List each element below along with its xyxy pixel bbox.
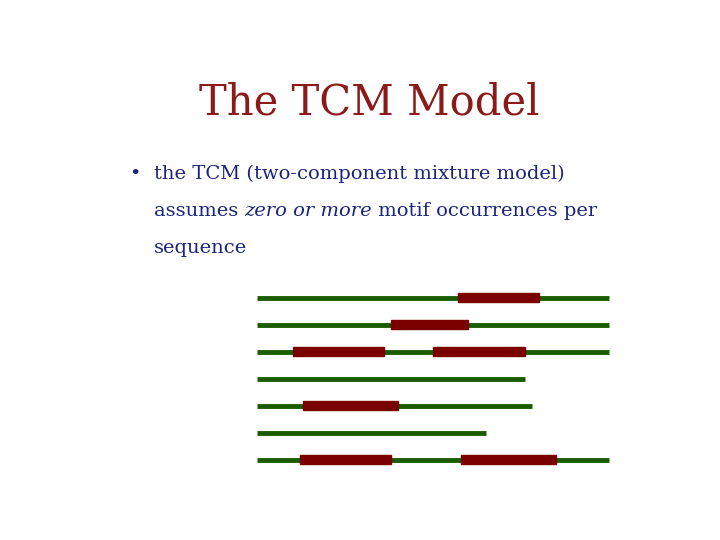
Bar	[462, 455, 557, 464]
Bar	[303, 401, 398, 410]
Text: sequence: sequence	[154, 239, 248, 258]
Text: zero or more: zero or more	[245, 202, 372, 220]
Text: •: •	[129, 165, 140, 183]
Text: The TCM Model: The TCM Model	[199, 82, 539, 124]
Bar	[391, 320, 468, 329]
Bar	[433, 347, 525, 356]
Text: the TCM (two-component mixture model): the TCM (two-component mixture model)	[154, 165, 564, 183]
Text: motif occurrences per: motif occurrences per	[372, 202, 598, 220]
Bar	[458, 293, 539, 302]
Text: assumes: assumes	[154, 202, 245, 220]
Bar	[300, 455, 391, 464]
Bar	[292, 347, 384, 356]
